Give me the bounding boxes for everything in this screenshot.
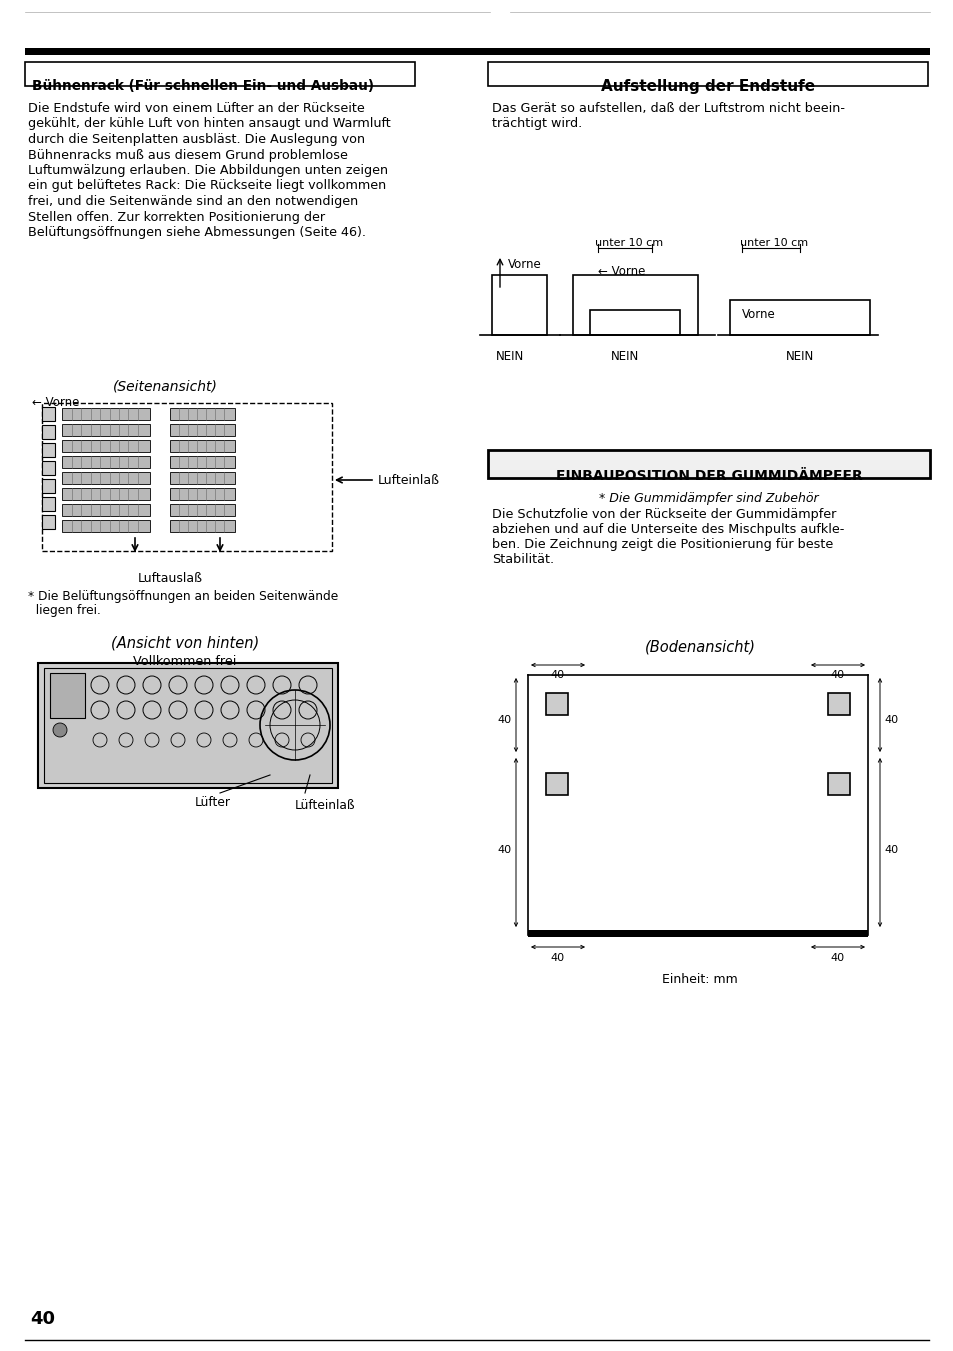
Text: (Ansicht von hinten): (Ansicht von hinten) <box>111 635 259 650</box>
Text: Luftauslaß: Luftauslaß <box>137 571 202 585</box>
Text: ein gut belüftetes Rack: Die Rückseite liegt vollkommen: ein gut belüftetes Rack: Die Rückseite l… <box>28 180 386 192</box>
Text: ben. Die Zeichnung zeigt die Positionierung für beste: ben. Die Zeichnung zeigt die Positionier… <box>492 538 832 551</box>
Text: 40: 40 <box>551 670 564 680</box>
Text: Stellen offen. Zur korrekten Positionierung der: Stellen offen. Zur korrekten Positionier… <box>28 211 325 223</box>
Bar <box>42 480 55 493</box>
Bar <box>62 424 150 436</box>
Bar <box>62 471 150 484</box>
Text: Luftumwälzung erlauben. Die Abbildungen unten zeigen: Luftumwälzung erlauben. Die Abbildungen … <box>28 163 388 177</box>
Text: Bühnenrack (Für schnellen Ein- und Ausbau): Bühnenrack (Für schnellen Ein- und Ausba… <box>32 78 374 93</box>
Text: liegen frei.: liegen frei. <box>28 604 101 617</box>
Text: EINBAUPOSITION DER GUMMIDÄMPFER: EINBAUPOSITION DER GUMMIDÄMPFER <box>555 469 862 484</box>
Text: Bühnenracks muß aus diesem Grund problemlose: Bühnenracks muß aus diesem Grund problem… <box>28 149 348 162</box>
Bar <box>38 663 337 788</box>
Bar <box>62 457 150 467</box>
Text: unter 10 cm: unter 10 cm <box>595 238 662 249</box>
Text: (Bodenansicht): (Bodenansicht) <box>644 640 755 655</box>
Text: * Die Belüftungsöffnungen an beiden Seitenwände: * Die Belüftungsöffnungen an beiden Seit… <box>28 590 338 603</box>
Bar <box>42 426 55 439</box>
Text: Die Schutzfolie von der Rückseite der Gummidämpfer: Die Schutzfolie von der Rückseite der Gu… <box>492 508 836 521</box>
Bar <box>488 450 929 478</box>
Bar <box>25 62 415 86</box>
Text: Lufteinlaß: Lufteinlaß <box>377 474 439 486</box>
Text: Stabilität.: Stabilität. <box>492 553 554 566</box>
Bar <box>170 457 234 467</box>
Bar <box>573 276 698 335</box>
Bar <box>42 497 55 511</box>
Bar <box>42 515 55 530</box>
Bar <box>62 520 150 532</box>
Bar <box>25 49 929 55</box>
Bar <box>170 440 234 453</box>
Bar <box>44 667 332 784</box>
Text: Vorne: Vorne <box>507 258 541 272</box>
Bar <box>62 504 150 516</box>
Bar <box>527 929 867 938</box>
Text: unter 10 cm: unter 10 cm <box>740 238 807 249</box>
Bar <box>62 408 150 420</box>
Bar <box>729 300 869 335</box>
Bar <box>488 62 927 86</box>
Bar <box>827 693 849 715</box>
Text: * Die Gummidämpfer sind Zubehör: * Die Gummidämpfer sind Zubehör <box>598 492 818 505</box>
Bar <box>492 276 546 335</box>
Bar <box>827 773 849 794</box>
Text: Aufstellung der Endstufe: Aufstellung der Endstufe <box>600 78 814 95</box>
Text: Die Endstufe wird von einem Lüfter an der Rückseite: Die Endstufe wird von einem Lüfter an de… <box>28 101 364 115</box>
Text: ← Vorne: ← Vorne <box>32 396 79 409</box>
Text: 40: 40 <box>30 1310 55 1328</box>
Bar <box>170 520 234 532</box>
Bar <box>170 424 234 436</box>
Text: ← Vorne: ← Vorne <box>598 265 644 278</box>
Text: NEIN: NEIN <box>496 350 523 363</box>
Text: gekühlt, der kühle Luft von hinten ansaugt und Warmluft: gekühlt, der kühle Luft von hinten ansau… <box>28 118 391 131</box>
Text: trächtigt wird.: trächtigt wird. <box>492 118 581 131</box>
Text: 40: 40 <box>497 844 512 855</box>
Text: 40: 40 <box>883 844 897 855</box>
Text: NEIN: NEIN <box>785 350 813 363</box>
Bar <box>42 407 55 422</box>
Bar <box>589 309 679 335</box>
Bar <box>170 408 234 420</box>
Text: frei, und die Seitenwände sind an den notwendigen: frei, und die Seitenwände sind an den no… <box>28 195 358 208</box>
Text: 40: 40 <box>830 670 844 680</box>
Bar <box>545 773 567 794</box>
Text: abziehen und auf die Unterseite des Mischpults aufkle-: abziehen und auf die Unterseite des Misc… <box>492 523 843 536</box>
Text: 40: 40 <box>830 952 844 963</box>
Bar <box>62 488 150 500</box>
Text: (Seitenansicht): (Seitenansicht) <box>112 380 217 394</box>
Text: Einheit: mm: Einheit: mm <box>661 973 737 986</box>
Bar <box>170 504 234 516</box>
Text: Das Gerät so aufstellen, daß der Luftstrom nicht beein-: Das Gerät so aufstellen, daß der Luftstr… <box>492 101 844 115</box>
Bar <box>50 673 85 717</box>
Text: 40: 40 <box>551 952 564 963</box>
Text: Belüftungsöffnungen siehe Abmessungen (Seite 46).: Belüftungsöffnungen siehe Abmessungen (S… <box>28 226 366 239</box>
Bar <box>42 443 55 457</box>
Bar <box>62 440 150 453</box>
Text: 40: 40 <box>883 715 897 725</box>
Text: NEIN: NEIN <box>610 350 639 363</box>
Text: Lüfter: Lüfter <box>194 796 231 809</box>
Text: durch die Seitenplatten ausbläst. Die Auslegung von: durch die Seitenplatten ausbläst. Die Au… <box>28 132 365 146</box>
Bar <box>42 461 55 476</box>
Text: 40: 40 <box>497 715 512 725</box>
Text: Lüfteinlaß: Lüfteinlaß <box>294 798 355 812</box>
Bar <box>545 693 567 715</box>
Bar <box>42 403 332 551</box>
Bar <box>170 471 234 484</box>
Text: Vollkommen frei: Vollkommen frei <box>133 655 236 667</box>
Text: Vorne: Vorne <box>741 308 775 322</box>
Circle shape <box>53 723 67 738</box>
Bar <box>170 488 234 500</box>
